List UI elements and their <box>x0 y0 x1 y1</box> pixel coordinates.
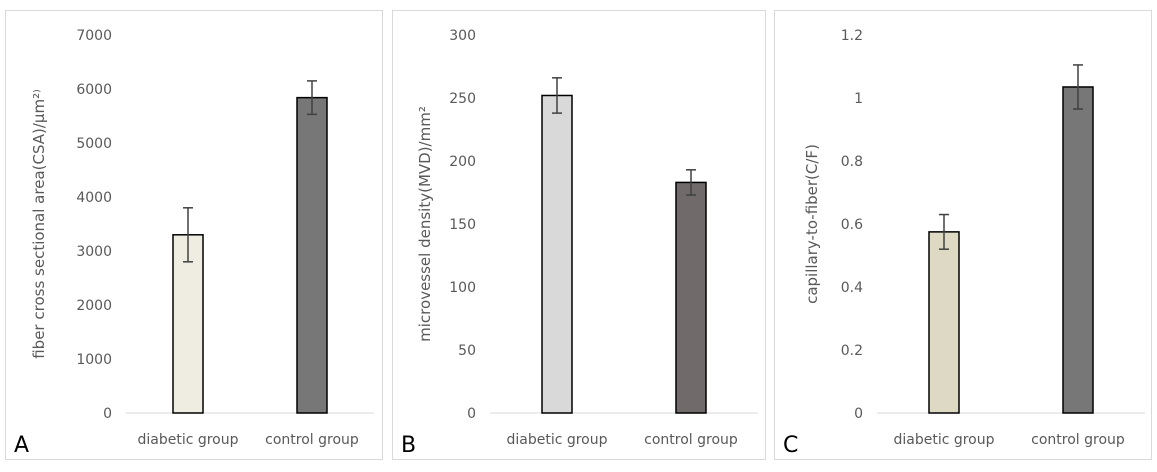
panel-label: A <box>14 433 29 458</box>
y-tick-label: 2000 <box>76 298 112 314</box>
y-tick-label: 7000 <box>76 28 112 44</box>
y-tick-label: 0.2 <box>841 343 863 359</box>
y-tick-label: 0 <box>467 406 476 422</box>
panel-label: C <box>783 433 798 458</box>
y-tick-label: 4000 <box>76 190 112 206</box>
y-tick-label: 50 <box>458 343 476 359</box>
bar-diabetic-group <box>172 234 204 414</box>
category-label: control group <box>644 432 738 448</box>
y-tick-label: 0 <box>103 406 112 422</box>
bar-diabetic-group <box>541 94 573 414</box>
chart-b: 0 50 100 150 200 250 300 microvessel density(MV… <box>401 28 758 458</box>
y-tick-label: 300 <box>449 28 476 44</box>
category-label: control group <box>1031 432 1125 448</box>
bar-control-group <box>296 96 328 414</box>
y-tick-label: 0.4 <box>841 280 863 296</box>
bar-diabetic-group <box>928 231 960 414</box>
panel-b: 0 50 100 150 200 250 300 microvessel density(MV… <box>392 10 766 460</box>
y-tick-label: 0 <box>854 406 863 422</box>
y-axis-label: fiber cross sectional area(CSA)/μm²⁾ <box>30 89 48 359</box>
y-tick-label: 1000 <box>76 352 112 368</box>
category-label: diabetic group <box>506 432 607 448</box>
y-tick-label: 1.2 <box>841 28 863 44</box>
y-tick-label: 0.6 <box>841 217 863 233</box>
category-label: control group <box>265 432 359 448</box>
y-axis-label: microvessel density(MVD)/mm² <box>416 106 434 342</box>
y-tick-label: 6000 <box>76 82 112 98</box>
y-tick-label: 250 <box>449 91 476 107</box>
y-tick-label: 1 <box>854 91 863 107</box>
category-label: diabetic group <box>137 432 238 448</box>
y-tick-label: 5000 <box>76 136 112 152</box>
bar-control-group <box>675 181 707 414</box>
chart-a: 0 1000 2000 3000 4000 5000 6000 7000 fiber cross… <box>14 28 374 458</box>
category-label: diabetic group <box>893 432 994 448</box>
y-tick-label: 0.8 <box>841 154 863 170</box>
y-tick-label: 150 <box>449 217 476 233</box>
bar-control-group <box>1062 86 1094 414</box>
y-axis-label: capillary-to-fiber(C/F) <box>803 144 821 304</box>
chart-c: 0 0.2 0.4 0.6 0.8 1 1.2 capillary-to-fiber(C/F)… <box>783 28 1145 458</box>
y-tick-label: 100 <box>449 280 476 296</box>
panel-label: B <box>401 433 416 458</box>
panel-a: 0 1000 2000 3000 4000 5000 6000 7000 fiber cross… <box>5 10 383 460</box>
panel-c: 0 0.2 0.4 0.6 0.8 1 1.2 capillary-to-fiber(C/F)… <box>774 10 1152 460</box>
y-tick-label: 200 <box>449 154 476 170</box>
y-tick-label: 3000 <box>76 244 112 260</box>
